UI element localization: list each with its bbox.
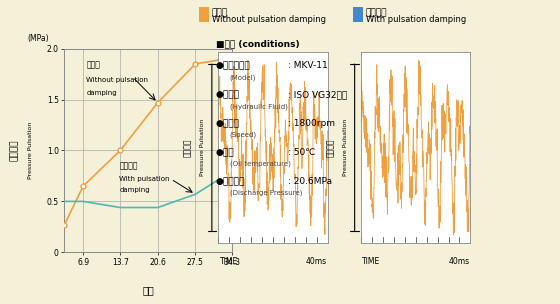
Text: ●油温: ●油温 bbox=[216, 148, 234, 157]
Text: ●吐出圧力: ●吐出圧力 bbox=[216, 177, 245, 186]
Text: Pressure Pulsation: Pressure Pulsation bbox=[29, 122, 33, 179]
Text: : 20.6MPa: : 20.6MPa bbox=[288, 177, 333, 186]
Text: TIME: TIME bbox=[220, 257, 238, 266]
Text: : ISO VG32相当: : ISO VG32相当 bbox=[288, 90, 348, 99]
Text: damping: damping bbox=[119, 187, 150, 193]
Text: 低脈圧型: 低脈圧型 bbox=[366, 9, 387, 18]
Text: 標準形: 標準形 bbox=[86, 60, 100, 69]
Text: 40ms: 40ms bbox=[305, 257, 326, 266]
Text: 40ms: 40ms bbox=[448, 257, 469, 266]
Text: With pulsation damping: With pulsation damping bbox=[366, 15, 466, 24]
Text: 圧力: 圧力 bbox=[143, 285, 154, 295]
Text: ●作動油: ●作動油 bbox=[216, 90, 240, 99]
Text: 低脈圧形: 低脈圧形 bbox=[119, 162, 138, 171]
Text: Without pulsation: Without pulsation bbox=[86, 77, 148, 83]
Text: (MPa): (MPa) bbox=[27, 33, 49, 43]
Text: 吟出脈動: 吟出脈動 bbox=[326, 138, 335, 157]
Text: (Discharge Pressure): (Discharge Pressure) bbox=[230, 190, 302, 196]
Text: TIME: TIME bbox=[362, 257, 381, 266]
Text: Pressure Pulsation: Pressure Pulsation bbox=[343, 119, 348, 176]
Text: With pulsation: With pulsation bbox=[119, 176, 170, 182]
Text: : 1800rpm: : 1800rpm bbox=[288, 119, 335, 128]
Text: 吟出脈動: 吟出脈動 bbox=[183, 138, 192, 157]
Text: (Hydraulic Fluid): (Hydraulic Fluid) bbox=[230, 103, 287, 109]
Text: Pressure Pulsation: Pressure Pulsation bbox=[200, 119, 205, 176]
Text: (Speed): (Speed) bbox=[230, 132, 256, 138]
Text: ■条件 (conditions): ■条件 (conditions) bbox=[216, 40, 299, 49]
Text: damping: damping bbox=[86, 91, 117, 96]
Text: : MKV-11: : MKV-11 bbox=[288, 61, 328, 71]
Text: : 50℃: : 50℃ bbox=[288, 148, 316, 157]
Text: (Oil temperature): (Oil temperature) bbox=[230, 161, 291, 167]
Text: ●ポンプ形式: ●ポンプ形式 bbox=[216, 61, 250, 71]
Text: 吟出脈動: 吟出脈動 bbox=[10, 140, 18, 161]
Text: (Model): (Model) bbox=[230, 74, 256, 81]
Text: ●回転数: ●回転数 bbox=[216, 119, 240, 128]
Text: 標準型: 標準型 bbox=[212, 9, 228, 18]
Text: Without pulsation damping: Without pulsation damping bbox=[212, 15, 326, 24]
